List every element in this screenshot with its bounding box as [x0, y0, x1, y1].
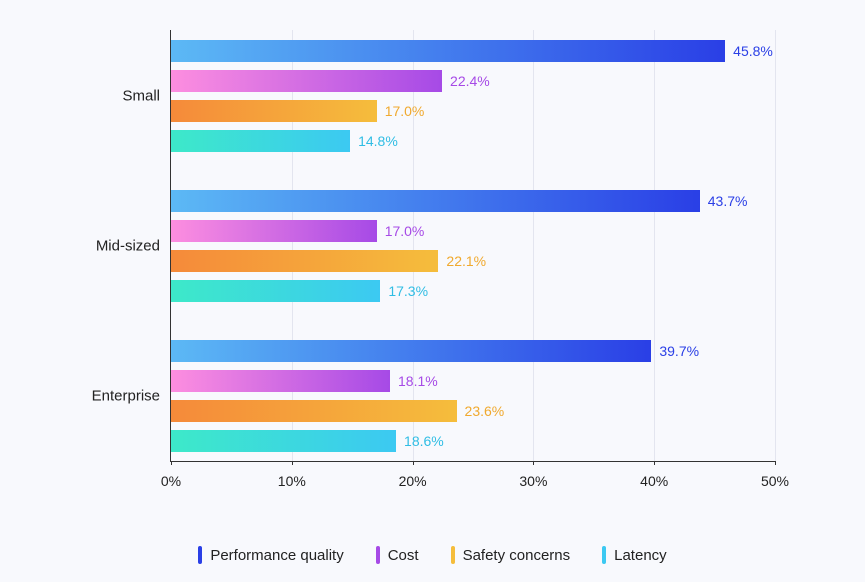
- x-tick-label: 30%: [519, 473, 547, 489]
- bar-row: 17.0%: [171, 100, 424, 122]
- bar-safety: [171, 100, 377, 122]
- legend-label: Latency: [614, 547, 667, 564]
- bar-row: 18.6%: [171, 430, 444, 452]
- category-label: Small: [122, 88, 160, 105]
- bar-row: 18.1%: [171, 370, 438, 392]
- bar-latency: [171, 430, 396, 452]
- gridline: [413, 30, 414, 461]
- bar-row: 45.8%: [171, 40, 773, 62]
- bar-latency: [171, 280, 380, 302]
- bar-value-label: 22.1%: [446, 253, 486, 269]
- bar-safety: [171, 400, 457, 422]
- legend-swatch: [198, 546, 202, 564]
- bar-performance: [171, 340, 651, 362]
- legend-item-performance: Performance quality: [198, 546, 343, 564]
- x-tick: [413, 461, 414, 465]
- legend-swatch: [451, 546, 455, 564]
- bar-performance: [171, 40, 725, 62]
- legend-label: Cost: [388, 547, 419, 564]
- legend-swatch: [602, 546, 606, 564]
- legend: Performance quality Cost Safety concerns La…: [0, 546, 865, 564]
- category-label: Enterprise: [92, 388, 160, 405]
- bar-safety: [171, 250, 438, 272]
- x-tick: [775, 461, 776, 465]
- x-tick-label: 20%: [399, 473, 427, 489]
- legend-item-latency: Latency: [602, 546, 667, 564]
- bar-row: 17.3%: [171, 280, 428, 302]
- gridline: [654, 30, 655, 461]
- gridline: [775, 30, 776, 461]
- x-tick: [292, 461, 293, 465]
- x-tick: [654, 461, 655, 465]
- bar-row: 17.0%: [171, 220, 424, 242]
- bar-cost: [171, 370, 390, 392]
- x-tick: [171, 461, 172, 465]
- bar-row: 22.4%: [171, 70, 490, 92]
- legend-swatch: [376, 546, 380, 564]
- bar-value-label: 45.8%: [733, 43, 773, 59]
- bar-value-label: 17.0%: [385, 223, 425, 239]
- legend-item-cost: Cost: [376, 546, 419, 564]
- x-tick-label: 10%: [278, 473, 306, 489]
- bar-value-label: 14.8%: [358, 133, 398, 149]
- y-axis-labels: Small Mid-sized Enterprise: [50, 30, 165, 462]
- legend-label: Safety concerns: [463, 547, 571, 564]
- bar-value-label: 23.6%: [465, 403, 505, 419]
- x-tick-label: 40%: [640, 473, 668, 489]
- bar-value-label: 18.1%: [398, 373, 438, 389]
- chart-container: Small Mid-sized Enterprise 0% 10% 20% 30% 40% 5…: [50, 30, 815, 502]
- bar-value-label: 17.0%: [385, 103, 425, 119]
- bar-row: 22.1%: [171, 250, 486, 272]
- bar-value-label: 39.7%: [659, 343, 699, 359]
- bar-cost: [171, 70, 442, 92]
- legend-label: Performance quality: [210, 547, 343, 564]
- bar-row: 23.6%: [171, 400, 504, 422]
- bar-row: 14.8%: [171, 130, 398, 152]
- bar-value-label: 18.6%: [404, 433, 444, 449]
- legend-item-safety: Safety concerns: [451, 546, 571, 564]
- plot-area: 0%10%20%30%40%50%45.8%22.4%17.0%14.8%43.…: [170, 30, 775, 462]
- bar-value-label: 22.4%: [450, 73, 490, 89]
- bar-value-label: 17.3%: [388, 283, 428, 299]
- bar-cost: [171, 220, 377, 242]
- bar-value-label: 43.7%: [708, 193, 748, 209]
- bar-row: 43.7%: [171, 190, 747, 212]
- bar-row: 39.7%: [171, 340, 699, 362]
- category-label: Mid-sized: [96, 238, 160, 255]
- gridline: [292, 30, 293, 461]
- x-tick-label: 0%: [161, 473, 181, 489]
- x-tick: [533, 461, 534, 465]
- bar-latency: [171, 130, 350, 152]
- gridline: [533, 30, 534, 461]
- bar-performance: [171, 190, 700, 212]
- x-tick-label: 50%: [761, 473, 789, 489]
